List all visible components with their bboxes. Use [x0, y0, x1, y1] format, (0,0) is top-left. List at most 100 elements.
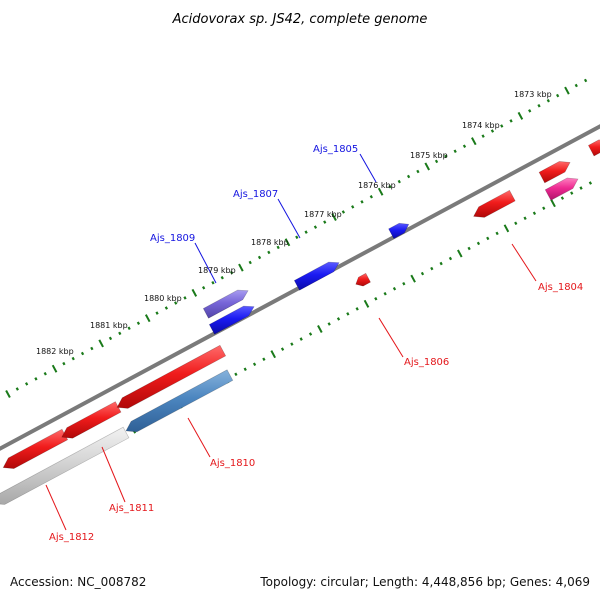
major-tick — [377, 187, 384, 196]
leader-ajs-1806 — [378, 317, 404, 358]
kbp-label: 1881 kbp — [90, 321, 128, 330]
major-tick — [5, 390, 11, 398]
minor-tick — [323, 220, 327, 224]
minor-tick — [583, 78, 588, 83]
minor-tick — [392, 286, 397, 291]
leader-ajs-1809 — [194, 242, 217, 284]
gene-ajs-1810-rev — [125, 369, 234, 433]
gene-label-ajs-1811: Ajs_1811 — [109, 503, 154, 514]
major-tick — [410, 274, 416, 283]
minor-tick — [313, 225, 318, 229]
kbp-label: 1874 kbp — [462, 121, 500, 130]
major-tick — [457, 249, 463, 258]
minor-tick — [467, 246, 471, 251]
minor-tick — [229, 270, 234, 275]
minor-tick — [164, 306, 169, 310]
minor-tick — [34, 377, 38, 381]
minor-tick — [462, 144, 467, 148]
kbp-label: 1882 kbp — [36, 347, 74, 356]
minor-tick — [402, 281, 406, 286]
gene-ajs-1803 — [538, 161, 571, 184]
minor-tick — [290, 342, 294, 346]
leader-ajs-1810 — [187, 417, 211, 458]
gene-label-ajs-1807: Ajs_1807 — [233, 189, 278, 200]
minor-tick — [90, 346, 94, 351]
kbp-label-group: 1873 kbp 1874 kbp 1875 kbp 1876 kbp 1877… — [36, 90, 552, 356]
minor-tick — [341, 210, 346, 214]
minor-tick — [252, 362, 257, 366]
gene-ajs-1810 — [116, 344, 227, 409]
gene-ajs-1807 — [293, 261, 340, 291]
minor-tick — [500, 124, 504, 128]
label-leader-lines — [45, 153, 537, 531]
minor-tick — [211, 280, 215, 285]
minor-tick — [336, 317, 341, 321]
map-title: Acidovorax sp. JS42, complete genome — [172, 12, 428, 27]
minor-tick — [528, 109, 532, 113]
minor-tick — [276, 245, 280, 250]
minor-tick — [448, 256, 453, 261]
minor-tick — [80, 351, 85, 356]
minor-tick — [202, 286, 206, 290]
kbp-label: 1875 kbp — [410, 151, 448, 160]
gene-ajs-1805 — [388, 222, 410, 240]
minor-tick — [509, 119, 513, 123]
minor-tick — [360, 200, 364, 204]
genome-summary-text: Topology: circular; Length: 4,448,856 bp… — [259, 575, 590, 589]
minor-tick — [406, 174, 411, 179]
minor-tick — [234, 372, 238, 377]
minor-tick — [486, 236, 490, 241]
minor-tick — [243, 367, 247, 372]
minor-tick — [490, 129, 495, 133]
minor-tick — [327, 322, 331, 326]
kbp-label: 1876 kbp — [358, 181, 396, 190]
minor-tick — [514, 221, 518, 226]
gene-ajs-1803-b — [544, 177, 579, 201]
minor-tick — [453, 149, 457, 154]
kbp-label: 1879 kbp — [198, 266, 236, 275]
minor-tick — [388, 184, 392, 189]
minor-tick — [308, 332, 313, 336]
minor-tick — [570, 191, 574, 195]
minor-tick — [523, 216, 527, 221]
minor-tick — [369, 195, 373, 199]
gene-label-ajs-1810: Ajs_1810 — [210, 458, 255, 469]
minor-tick — [108, 336, 113, 341]
minor-tick — [416, 169, 420, 174]
outer-tick-track — [5, 78, 588, 398]
minor-tick — [183, 296, 187, 300]
minor-tick — [560, 196, 565, 200]
gene-ajs-1812 — [2, 428, 69, 469]
minor-tick — [383, 292, 387, 296]
major-tick — [503, 224, 510, 233]
minor-tick — [556, 93, 560, 98]
minor-tick — [444, 154, 448, 159]
minor-tick — [546, 98, 550, 103]
kbp-label: 1878 kbp — [251, 238, 289, 247]
minor-tick — [574, 83, 578, 88]
minor-tick — [351, 205, 355, 209]
minor-tick — [257, 255, 262, 260]
leader-ajs-1805 — [359, 153, 377, 183]
minor-tick — [588, 181, 593, 185]
gene-ajs-1811-rev — [0, 426, 130, 505]
minor-tick — [434, 159, 439, 164]
minor-tick — [220, 275, 224, 280]
minor-tick — [43, 372, 47, 376]
minor-tick — [295, 235, 299, 239]
minor-tick — [262, 357, 266, 361]
minor-tick — [374, 297, 378, 301]
major-tick — [98, 339, 104, 348]
major-tick — [270, 350, 276, 359]
minor-tick — [430, 266, 434, 271]
leader-ajs-1812 — [45, 484, 67, 531]
major-tick — [317, 324, 323, 333]
minor-tick — [118, 331, 122, 336]
minor-tick — [355, 307, 359, 311]
gene-ajs-1809-b — [208, 305, 255, 335]
minor-tick — [439, 261, 443, 266]
minor-tick — [71, 356, 75, 361]
minor-tick — [304, 230, 308, 234]
gene-features — [0, 139, 600, 505]
